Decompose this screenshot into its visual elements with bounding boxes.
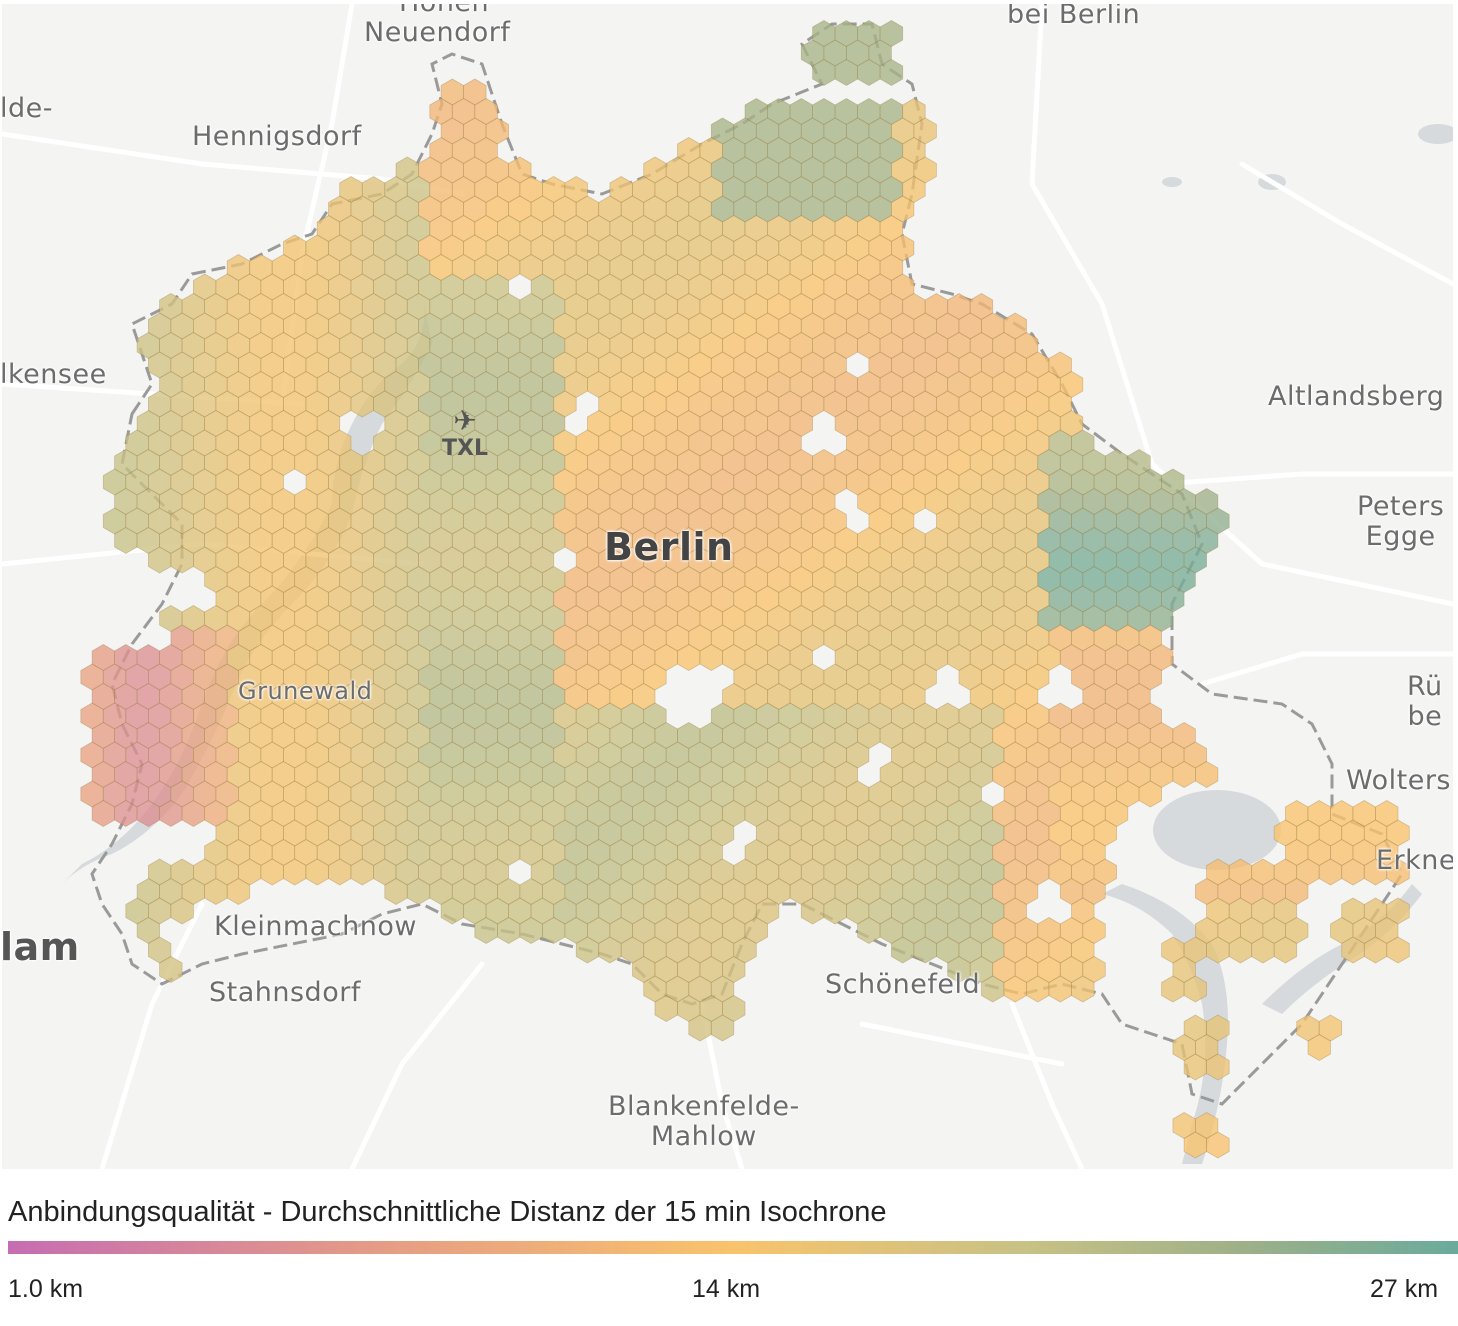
map-canvas[interactable] — [2, 4, 1453, 1169]
hex-cell[interactable] — [1071, 975, 1095, 1003]
place-label-hennigsdorf: Hennigsdorf — [192, 121, 362, 152]
place-label-altlandsberg: Altlandsberg — [1268, 381, 1445, 412]
place-label-ruedersdorf: Rü be — [1407, 671, 1443, 733]
berlin-border — [90, 22, 1404, 1106]
hex-cell[interactable] — [226, 878, 251, 905]
place-label-potsdam: lam — [2, 925, 80, 969]
airplane-icon: ✈ — [453, 404, 477, 437]
airport-marker[interactable]: ✈ TXL — [442, 404, 488, 462]
map-area[interactable]: Hohen Neuendorf bei Berlin lde- Hennigsd… — [2, 4, 1453, 1169]
legend-title: Anbindungsqualität - Durchschnittliche D… — [8, 1196, 887, 1228]
connectivity-hexagon-layer[interactable] — [80, 20, 1410, 1159]
legend-mid-label: 14 km — [692, 1275, 761, 1303]
hex-cell[interactable] — [1386, 936, 1410, 964]
place-label-woltersdorf: Wolters — [1346, 765, 1452, 796]
hex-cell[interactable] — [159, 956, 183, 983]
place-label-falkensee-top: lde- — [2, 93, 53, 124]
legend-min-label: 1.0 km — [8, 1275, 84, 1303]
place-label-erkner: Erkne — [1376, 845, 1453, 876]
place-label-bei-berlin: bei Berlin — [1007, 4, 1141, 30]
place-label-petershagen: Peters Egge — [1357, 491, 1445, 553]
hex-cell[interactable] — [1183, 975, 1207, 1003]
hex-cell[interactable] — [170, 897, 194, 925]
place-label-berlin: Berlin — [604, 525, 734, 569]
place-label-blankenfelde-mahlow: Blankenfelde- Mahlow — [608, 1091, 800, 1153]
hex-cell[interactable] — [1307, 1034, 1331, 1061]
place-label-stahnsdorf: Stahnsdorf — [209, 977, 361, 1008]
place-label-grunewald: Grunewald — [238, 677, 373, 705]
legend-color-scale — [8, 1241, 1458, 1254]
hex-cell[interactable] — [1273, 936, 1298, 964]
place-label-kleinmachnow: Kleinmachnow — [214, 911, 417, 942]
place-label-hohen: Hohen — [399, 4, 489, 18]
hex-cell[interactable] — [879, 59, 904, 86]
hex-cell[interactable] — [710, 1014, 735, 1042]
place-label-falkensee: lkensee — [2, 359, 107, 390]
hex-cell[interactable] — [1206, 1053, 1230, 1081]
hex-cell[interactable] — [1138, 780, 1162, 808]
place-label-neuendorf: Neuendorf — [364, 17, 511, 48]
hex-cell[interactable] — [1206, 1131, 1230, 1159]
hex-cell[interactable] — [1386, 858, 1410, 886]
place-label-schoenefeld: Schönefeld — [825, 969, 981, 1000]
legend-max-label: 27 km — [1370, 1275, 1439, 1303]
hex-cell[interactable] — [1195, 761, 1219, 788]
airport-code: TXL — [442, 436, 488, 461]
